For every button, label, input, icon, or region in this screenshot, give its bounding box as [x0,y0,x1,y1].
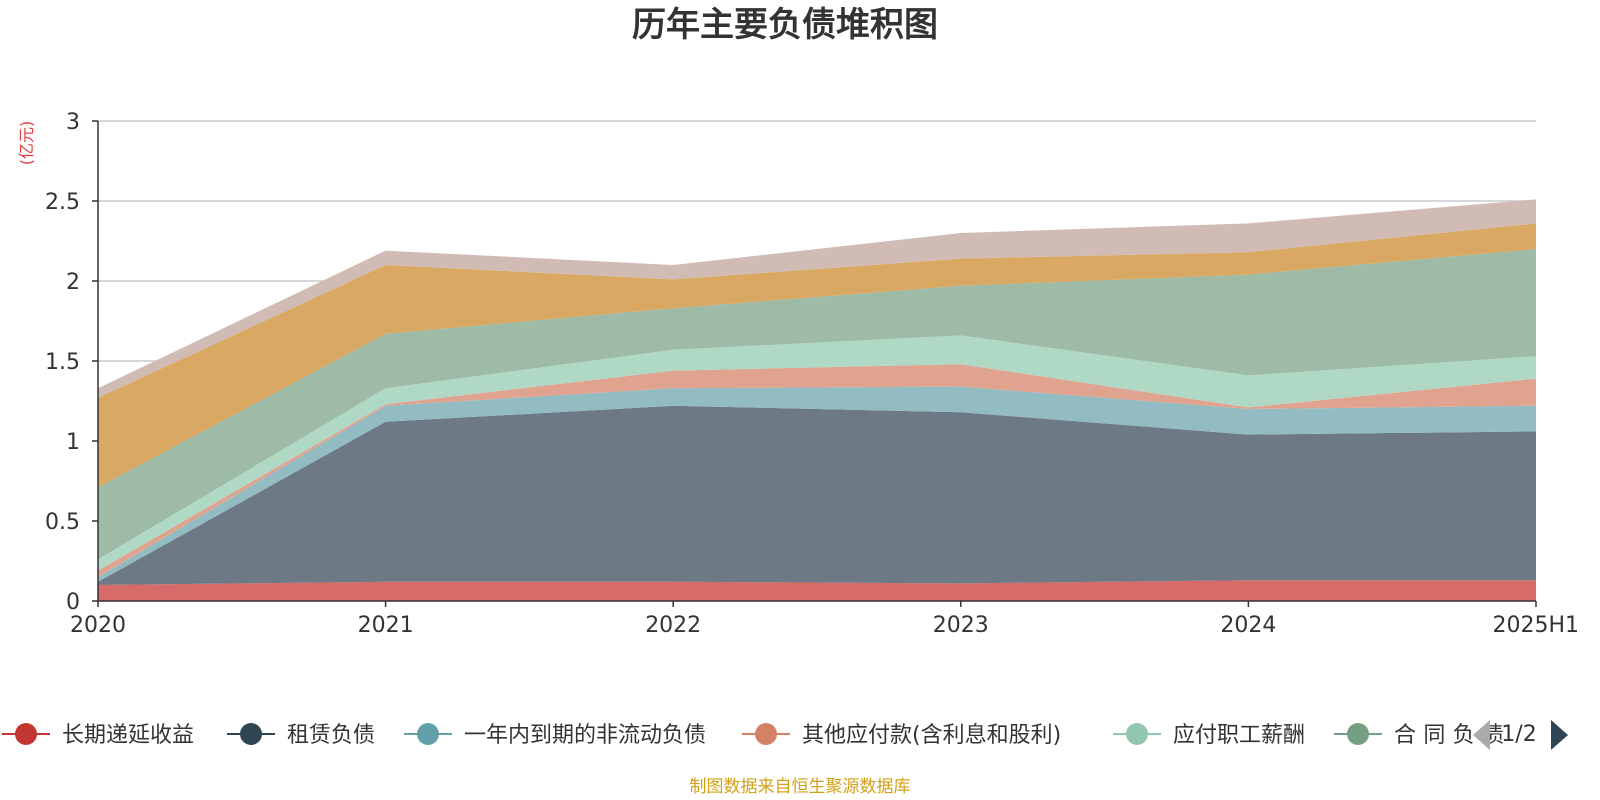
legend-next-page-icon[interactable] [1551,720,1568,750]
legend-marker [240,723,262,745]
y-tick-label: 0 [66,590,80,615]
legend-label: 其他应付款(含利息和股利) [802,723,1061,748]
chart-title: 历年主要负债堆积图 [632,5,938,45]
x-tick-label: 2025H1 [1492,613,1579,638]
series-area-1 [98,580,1536,601]
x-tick-label: 2024 [1220,613,1276,638]
legend-marker [755,723,777,745]
y-axis-unit: (亿元) [17,121,36,166]
x-tick-label: 2020 [70,613,126,638]
legend-label: 一年内到期的非流动负债 [464,723,706,748]
legend-label: 应付职工薪酬 [1173,723,1305,748]
y-tick-label: 2 [66,270,80,295]
y-tick-label: 0.5 [45,510,80,535]
legend-item[interactable]: 一年内到期的非流动负债 [404,723,706,748]
x-tick-label: 2021 [358,613,414,638]
legend-marker [15,723,37,745]
legend-item[interactable]: 租赁负债 [227,723,375,748]
legend-label: 租赁负债 [287,723,375,748]
legend-marker [1126,723,1148,745]
x-tick-label: 2022 [645,613,701,638]
series-area-5 [98,335,1536,571]
legend-label: 长期递延收益 [62,723,194,748]
series-area-2 [98,405,1536,585]
series-areas [98,199,1536,601]
y-tick-label: 1 [66,430,80,455]
legend-marker [1347,723,1369,745]
y-tick-label: 2.5 [45,190,80,215]
legend-item[interactable]: 其他应付款(含利息和股利) [742,723,1061,748]
data-source-note: 制图数据来自恒生聚源数据库 [690,777,911,797]
legend-item[interactable]: 长期递延收益 [2,723,194,748]
legend-marker [417,723,439,745]
legend-page-indicator: 1/2 [1501,722,1536,747]
series-area-7 [98,223,1536,488]
legend-prev-page-icon[interactable] [1473,720,1490,750]
legend-item[interactable]: 应付职工薪酬 [1113,723,1305,748]
x-tick-label: 2023 [933,613,989,638]
y-tick-label: 1.5 [45,350,80,375]
series-area-8 [98,199,1536,398]
legend: 长期递延收益 租赁负债 一年内到期的非流动负债 其他应付款(含利息和股利) 应付职工薪酬… [2,723,1504,748]
series-area-6 [98,249,1536,560]
axes: 0 0.5 1 1.5 2 2.5 3 2020 2021 2022 2023 2024 2025H1 [45,110,1579,638]
y-tick-label: 3 [66,110,80,135]
